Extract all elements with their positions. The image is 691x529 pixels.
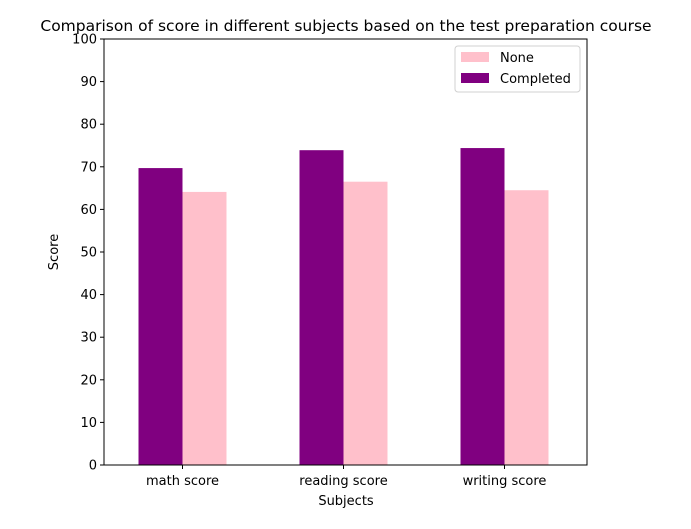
y-tick-label: 60 [80, 203, 97, 218]
bar-completed-3 [460, 148, 505, 465]
legend-swatch-none [461, 52, 489, 62]
y-tick-label: 10 [80, 416, 97, 431]
legend-label-completed: Completed [500, 72, 571, 87]
legend-swatch-completed [461, 73, 489, 83]
bar-none-1 [182, 191, 227, 465]
x-tick-label: writing score [463, 474, 547, 489]
x-tick-label: reading score [299, 474, 387, 489]
legend: None Completed [454, 45, 581, 93]
bar-completed-1 [138, 168, 183, 465]
legend-label-none: None [500, 51, 534, 66]
bar-none-3 [504, 190, 549, 466]
y-tick-label: 40 [80, 288, 97, 303]
y-tick-label: 90 [80, 75, 97, 90]
x-axis-label: Subjects [318, 494, 374, 509]
y-tick-label: 20 [80, 373, 97, 388]
y-tick-label: 100 [72, 33, 97, 48]
bar-none-2 [343, 181, 388, 465]
bar-completed-2 [299, 150, 344, 465]
y-tick-label: 30 [80, 331, 97, 346]
chart-title: Comparison of score in different subject… [40, 17, 651, 35]
x-tick-label: math score [146, 474, 219, 489]
y-tick-label: 50 [80, 246, 97, 261]
y-tick-label: 0 [89, 459, 97, 474]
plot-area: math score reading score writing score 0 10 2… [72, 33, 588, 489]
y-axis-label: Score [47, 234, 62, 270]
y-tick-label: 80 [80, 118, 97, 133]
plot-frame [103, 38, 588, 466]
y-tick-label: 70 [80, 160, 97, 175]
